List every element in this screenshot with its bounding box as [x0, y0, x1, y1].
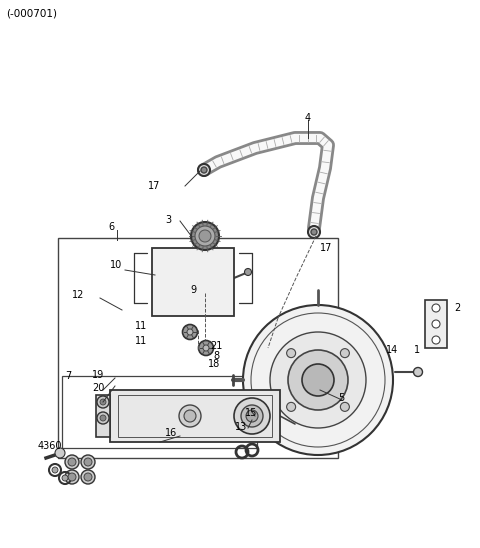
Circle shape	[203, 345, 209, 351]
Bar	[58, 238, 338, 458]
Text: 16: 16	[165, 428, 177, 438]
Circle shape	[340, 349, 349, 358]
Text: 14: 14	[386, 345, 398, 355]
Circle shape	[308, 226, 320, 238]
Circle shape	[81, 455, 95, 469]
Text: 13: 13	[235, 422, 247, 432]
Text: 4360: 4360	[38, 441, 62, 451]
Bar	[152, 248, 234, 316]
Text: 18: 18	[208, 359, 220, 369]
Text: 2: 2	[454, 303, 460, 313]
Text: 21: 21	[210, 341, 222, 351]
Circle shape	[100, 399, 106, 405]
Text: 15: 15	[245, 408, 257, 418]
Text: 9: 9	[190, 285, 196, 295]
Circle shape	[84, 458, 92, 466]
Circle shape	[184, 410, 196, 422]
Circle shape	[179, 405, 201, 427]
Circle shape	[68, 458, 76, 466]
Bar	[96, 395, 110, 437]
Circle shape	[201, 167, 207, 173]
Circle shape	[68, 473, 76, 481]
Bar	[110, 390, 280, 442]
Bar	[425, 300, 447, 348]
Circle shape	[55, 448, 65, 458]
Text: 4: 4	[305, 113, 311, 123]
Text: 12: 12	[72, 290, 84, 300]
Text: 19: 19	[92, 370, 104, 380]
Circle shape	[243, 305, 393, 455]
Circle shape	[302, 364, 334, 396]
Circle shape	[191, 222, 219, 250]
Circle shape	[288, 350, 348, 410]
Circle shape	[287, 402, 296, 412]
Text: 17: 17	[320, 243, 332, 253]
Circle shape	[270, 332, 366, 428]
Text: 3: 3	[165, 215, 171, 225]
Bar	[62, 376, 257, 448]
Text: 6: 6	[108, 222, 114, 232]
Text: 11: 11	[135, 336, 147, 346]
Circle shape	[432, 304, 440, 312]
Text: 11: 11	[135, 321, 147, 331]
Circle shape	[244, 269, 252, 276]
Circle shape	[187, 329, 193, 335]
Circle shape	[52, 467, 58, 473]
Circle shape	[84, 473, 92, 481]
Circle shape	[246, 410, 258, 422]
Circle shape	[234, 398, 270, 434]
Circle shape	[81, 470, 95, 484]
Text: 10: 10	[110, 260, 122, 270]
Circle shape	[199, 230, 211, 242]
Text: (-000701): (-000701)	[6, 9, 57, 19]
Text: 5: 5	[338, 393, 344, 403]
Text: 7: 7	[65, 371, 71, 381]
Circle shape	[65, 455, 79, 469]
Bar	[118, 395, 272, 437]
Circle shape	[195, 226, 215, 246]
Circle shape	[241, 405, 263, 427]
Circle shape	[199, 340, 214, 356]
Circle shape	[432, 320, 440, 328]
Circle shape	[182, 324, 197, 340]
Circle shape	[432, 336, 440, 344]
Text: 17: 17	[148, 181, 160, 191]
Circle shape	[287, 349, 296, 358]
Circle shape	[311, 229, 317, 235]
Circle shape	[97, 396, 109, 408]
Circle shape	[97, 412, 109, 424]
Circle shape	[340, 402, 349, 412]
Circle shape	[62, 475, 68, 481]
Text: 20: 20	[92, 383, 104, 393]
Circle shape	[100, 415, 106, 421]
Circle shape	[413, 368, 422, 376]
Text: 1: 1	[414, 345, 420, 355]
Text: 8: 8	[213, 351, 219, 361]
Circle shape	[198, 164, 210, 176]
Circle shape	[65, 470, 79, 484]
